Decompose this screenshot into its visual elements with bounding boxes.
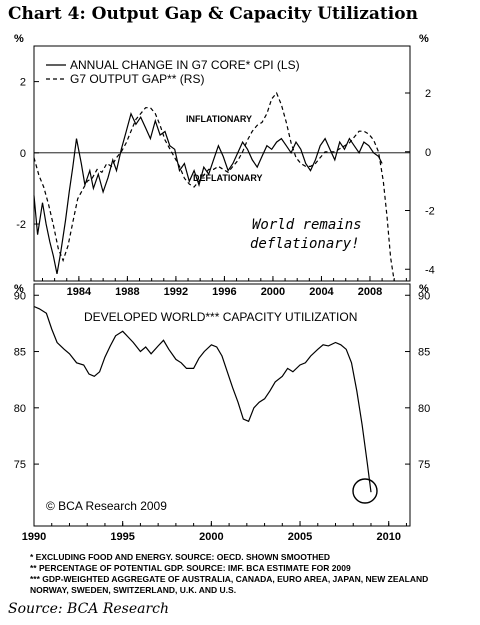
left-tick-label: 90 [14,290,26,302]
bottom-panel-frame [33,283,411,527]
source-note: Source: BCA Research [8,601,170,617]
right-tick-label: 2 [425,88,431,100]
bottom-series [33,305,372,493]
deflationary-annotation: DEFLATIONARY [193,173,263,183]
output-gap-series-line [33,91,395,282]
top-panel-frame [33,45,411,282]
bottom-left-unit: % [14,283,24,295]
right-tick-label: 85 [418,347,430,359]
x-tick-label: 2008 [358,286,382,298]
footnote-3: *** GDP-WEIGHTED AGGREGATE OF AUSTRALIA,… [30,574,429,584]
copyright-label: © BCA Research 2009 [46,499,167,513]
footnote-1: * EXCLUDING FOOD AND ENERGY. SOURCE: OEC… [30,552,331,562]
bottom-right-unit: % [419,283,429,295]
left-tick-label: 75 [14,459,26,471]
highlight-circle [352,478,378,504]
top-left-unit: % [14,33,24,45]
x-tick-label: 2000 [199,531,223,543]
footnote-2: ** PERCENTAGE OF POTENTIAL GDP. SOURCE: … [30,563,351,573]
legend-gap-label: G7 OUTPUT GAP** (RS) [70,72,204,86]
x-tick-label: 2004 [309,286,334,298]
x-tick-label: 1995 [110,531,134,543]
x-tick-label: 2005 [288,531,312,543]
x-tick-label: 2000 [261,286,285,298]
x-tick-label: 1990 [22,531,46,543]
world-remains-note: World remains [252,217,362,233]
chart-title: Chart 4: Output Gap & Capacity Utilizati… [8,4,418,24]
capacity-series-line [33,305,372,493]
top-axes: 2 0 -2 2 0 -2 -4 1984 1988 1992 1996 2000 2004 2008 [16,77,435,298]
left-tick-label: 80 [14,403,26,415]
left-tick-label: 85 [14,347,26,359]
left-tick-label: 2 [20,77,26,89]
right-tick-label: 75 [418,459,430,471]
footnote-4: NORWAY, SWEDEN, SWITZERLAND, U.K. AND U.… [30,585,237,595]
left-tick-label: 0 [20,148,26,160]
bottom-axes: 90 90 85 85 80 80 75 75 1990 1995 2000 2005 2010 [14,290,431,543]
right-tick-label: 90 [418,290,430,302]
x-tick-label: 1992 [164,286,188,298]
x-tick-label: 2010 [376,531,400,543]
x-tick-label: 1984 [67,286,92,298]
left-tick-label: -2 [16,219,26,231]
x-tick-label: 1996 [212,286,236,298]
deflationary-note: deflationary! [250,236,360,252]
right-tick-label: -4 [425,264,435,276]
capacity-title: DEVELOPED WORLD*** CAPACITY UTILIZATION [84,310,357,324]
right-tick-label: -2 [425,206,435,218]
cpi-series-line [33,111,383,275]
inflationary-annotation: INFLATIONARY [186,114,252,124]
top-right-unit: % [419,33,429,45]
top-series [33,91,395,282]
right-tick-label: 80 [418,403,430,415]
right-tick-label: 0 [425,147,431,159]
x-tick-label: 1988 [115,286,139,298]
legend-cpi-label: ANNUAL CHANGE IN G7 CORE* CPI (LS) [70,58,300,72]
